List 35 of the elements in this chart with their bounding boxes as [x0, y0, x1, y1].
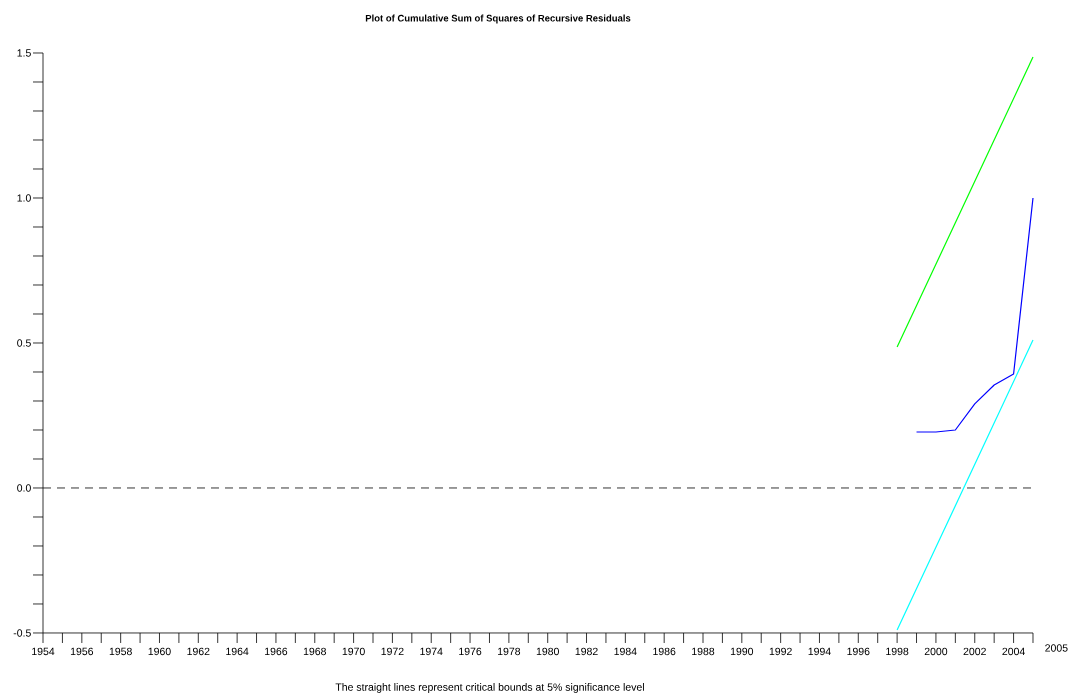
- x-tick-label: 2002: [963, 647, 986, 655]
- y-tick-label: 0.5: [17, 339, 31, 347]
- x-tick-label: 1984: [614, 647, 637, 655]
- x-tick-label: 1982: [575, 647, 598, 655]
- x-tick-label: 1956: [70, 647, 94, 655]
- x-tick-label: 1974: [420, 647, 443, 655]
- x-tick-label: 1960: [148, 647, 171, 655]
- x-tick-label: 1988: [692, 647, 715, 655]
- chart-title: Plot of Cumulative Sum of Squares of Recursive Residuals: [365, 14, 631, 24]
- text: The straight lines represent critical bounds at 5% significance level: [335, 682, 644, 693]
- x-tick-label: 2004: [1002, 647, 1025, 655]
- x-tick-label: 1996: [847, 647, 870, 655]
- x-tick-label: 1962: [187, 647, 210, 655]
- x-tick-label: 1958: [109, 647, 132, 655]
- x-tick-label: 2000: [924, 647, 948, 655]
- x-tick-label: 1990: [730, 647, 754, 655]
- x-tick-label: 1986: [653, 647, 676, 655]
- y-tick-label: 1.5: [17, 49, 31, 57]
- x-tick-label: 1954: [32, 647, 55, 655]
- y-tick-label: -0.5: [13, 629, 31, 637]
- x-axis-title: 2005: [1045, 644, 1068, 652]
- y-tick-label: 1.0: [17, 194, 31, 202]
- x-tick-label: 1994: [808, 647, 831, 655]
- x-tick-label: 1998: [886, 647, 909, 655]
- y-tick-label: 0.0: [17, 484, 31, 492]
- x-tick-label: 1976: [459, 647, 482, 655]
- x-tick-label: 1992: [769, 647, 792, 655]
- x-tick-label: 1968: [303, 647, 326, 655]
- x-tick-label: 1980: [536, 647, 559, 655]
- x-tick-label: 1966: [265, 647, 288, 655]
- x-tick-label: 1964: [226, 647, 249, 655]
- x-tick-label: 1970: [342, 647, 365, 655]
- x-tick-label: 1972: [381, 647, 404, 655]
- x-tick-label: 1978: [498, 647, 521, 655]
- line-series: [915, 197, 1034, 433]
